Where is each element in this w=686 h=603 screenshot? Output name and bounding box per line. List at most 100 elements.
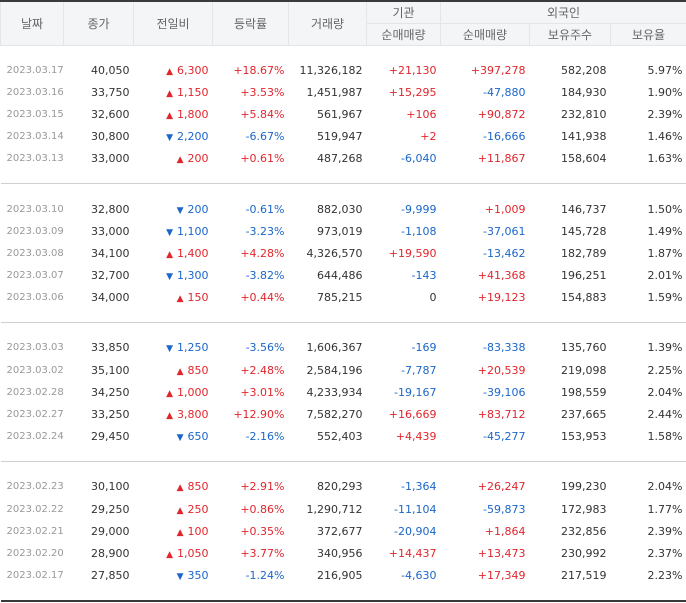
- cell-foreign-ratio: 1.49%: [611, 220, 686, 242]
- cell-change: ▲1,800: [134, 103, 213, 125]
- cell-foreign-ratio: 2.25%: [611, 359, 686, 381]
- cell-date: 2023.03.14: [1, 126, 64, 148]
- cell-foreign-ratio: 1.58%: [611, 426, 686, 448]
- stock-daily-table-container: 날짜 종가 전일비 등락률 거래량 기관 외국인 순매매량 순매매량 보유주수 …: [0, 0, 686, 574]
- cell-change-value: 1,300: [177, 269, 209, 282]
- cell-rate: -1.24%: [213, 565, 289, 587]
- cell-foreign-ratio: 5.97%: [611, 59, 686, 81]
- up-triangle-icon: ▲: [166, 67, 173, 77]
- cell-rate: -2.16%: [213, 426, 289, 448]
- cell-change-value: 200: [188, 152, 209, 165]
- cell-close: 34,100: [64, 242, 134, 264]
- cell-change: ▲850: [134, 359, 213, 381]
- cell-change-value: 150: [188, 291, 209, 304]
- cell-close: 30,800: [64, 126, 134, 148]
- cell-rate: +0.35%: [213, 520, 289, 542]
- cell-inst-net: -20,904: [367, 520, 441, 542]
- up-triangle-icon: ▲: [177, 506, 184, 516]
- cell-foreign-hold: 232,856: [530, 520, 611, 542]
- cell-close: 32,600: [64, 103, 134, 125]
- cell-foreign-ratio: 1.46%: [611, 126, 686, 148]
- cell-rate: +5.84%: [213, 103, 289, 125]
- group-spacer: [1, 170, 686, 184]
- group-spacer: [1, 463, 686, 476]
- cell-inst-net: -1,108: [367, 220, 441, 242]
- cell-volume: 11,326,182: [289, 59, 367, 81]
- cell-change: ▲ 6,300: [134, 59, 213, 81]
- cell-volume: 2,584,196: [289, 359, 367, 381]
- header-rate: 등락률: [213, 1, 289, 46]
- cell-foreign-net: -83,338: [441, 337, 530, 359]
- cell-date: 2023.03.03: [1, 337, 64, 359]
- cell-rate: -3.23%: [213, 220, 289, 242]
- cell-inst-net: -9,999: [367, 198, 441, 220]
- cell-foreign-ratio: 1.77%: [611, 498, 686, 520]
- cell-date: 2023.02.28: [1, 381, 64, 403]
- cell-foreign-net: -47,880: [441, 81, 530, 103]
- cell-foreign-hold: 154,883: [530, 287, 611, 309]
- cell-foreign-ratio: 2.04%: [611, 476, 686, 498]
- up-triangle-icon: ▲: [166, 250, 173, 260]
- cell-foreign-hold: 146,737: [530, 198, 611, 220]
- header-foreign-ratio: 보유율: [611, 23, 686, 45]
- cell-inst-net: -6,040: [367, 148, 441, 170]
- cell-volume: 4,326,570: [289, 242, 367, 264]
- cell-change: ▲1,400: [134, 242, 213, 264]
- cell-volume: 973,019: [289, 220, 367, 242]
- group-spacer: [1, 46, 686, 60]
- cell-date: 2023.03.09: [1, 220, 64, 242]
- header-close: 종가: [64, 1, 134, 46]
- cell-date: 2023.03.15: [1, 103, 64, 125]
- cell-foreign-ratio: 2.44%: [611, 403, 686, 425]
- header-change: 전일비: [134, 1, 213, 46]
- cell-inst-net: -4,630: [367, 565, 441, 587]
- cell-foreign-hold: 198,559: [530, 381, 611, 403]
- cell-inst-net: -7,787: [367, 359, 441, 381]
- group-spacer: [1, 587, 686, 601]
- cell-date: 2023.02.20: [1, 542, 64, 564]
- cell-change-value: 6,300: [177, 64, 209, 77]
- cell-volume: 785,215: [289, 287, 367, 309]
- cell-change-value: 1,100: [177, 225, 209, 238]
- up-triangle-icon: ▲: [166, 111, 173, 121]
- cell-date: 2023.03.16: [1, 81, 64, 103]
- group-spacer: [1, 185, 686, 198]
- cell-close: 29,250: [64, 498, 134, 520]
- group-spacer: [1, 324, 686, 337]
- cell-close: 32,800: [64, 198, 134, 220]
- cell-rate: +2.91%: [213, 476, 289, 498]
- cell-change: ▼200: [134, 198, 213, 220]
- cell-foreign-hold: 182,789: [530, 242, 611, 264]
- cell-foreign-ratio: 1.90%: [611, 81, 686, 103]
- up-triangle-icon: ▲: [177, 528, 184, 538]
- cell-rate: +2.48%: [213, 359, 289, 381]
- cell-inst-net: -11,104: [367, 498, 441, 520]
- cell-rate: -3.56%: [213, 337, 289, 359]
- cell-change: ▼1,300: [134, 265, 213, 287]
- cell-change: ▲200: [134, 148, 213, 170]
- cell-close: 33,850: [64, 337, 134, 359]
- cell-inst-net: +2: [367, 126, 441, 148]
- header-inst-net: 순매매량: [367, 23, 441, 45]
- cell-date: 2023.03.08: [1, 242, 64, 264]
- cell-foreign-net: -39,106: [441, 381, 530, 403]
- cell-date: 2023.02.21: [1, 520, 64, 542]
- cell-volume: 519,947: [289, 126, 367, 148]
- cell-change: ▼1,250: [134, 337, 213, 359]
- cell-foreign-net: +90,872: [441, 103, 530, 125]
- cell-inst-net: +21,130: [367, 59, 441, 81]
- cell-inst-net: +106: [367, 103, 441, 125]
- cell-change-value: 100: [188, 525, 209, 538]
- cell-change: ▲3,800: [134, 403, 213, 425]
- cell-foreign-hold: 135,760: [530, 337, 611, 359]
- cell-volume: 487,268: [289, 148, 367, 170]
- cell-rate: +3.01%: [213, 381, 289, 403]
- cell-volume: 1,290,712: [289, 498, 367, 520]
